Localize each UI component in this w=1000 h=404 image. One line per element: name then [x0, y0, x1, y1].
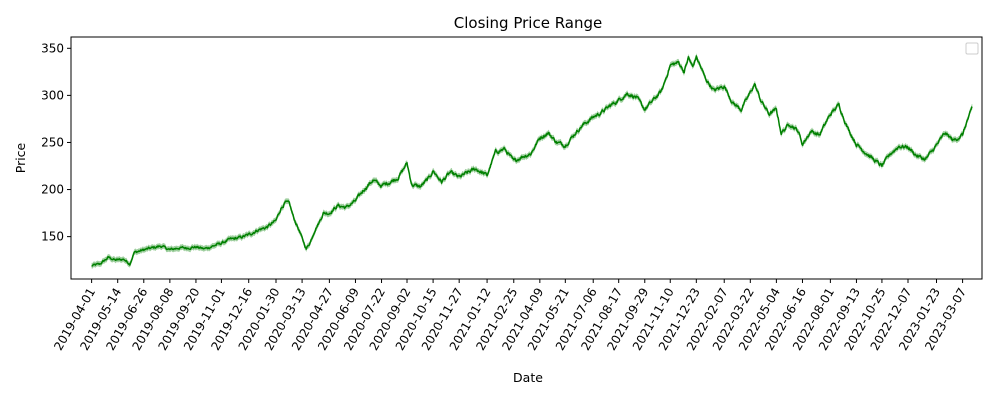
chart-title: Closing Price Range [454, 14, 603, 32]
plot-frame [70, 36, 983, 280]
x-axis: 2019-04-012019-05-142019-06-262019-08-08… [51, 279, 969, 353]
legend-box [965, 42, 979, 55]
y-tick-label: 350 [41, 41, 64, 55]
y-tick-label: 250 [41, 135, 64, 149]
y-tick-label: 200 [41, 183, 64, 197]
series-line [91, 55, 973, 267]
series-range-band [91, 53, 973, 269]
x-axis-title: Date [513, 370, 543, 385]
y-tick-label: 300 [41, 88, 64, 102]
y-axis-title: Price [13, 142, 28, 173]
y-axis: 150 200 250 300 350 [41, 41, 71, 244]
y-tick-label: 150 [41, 230, 64, 244]
